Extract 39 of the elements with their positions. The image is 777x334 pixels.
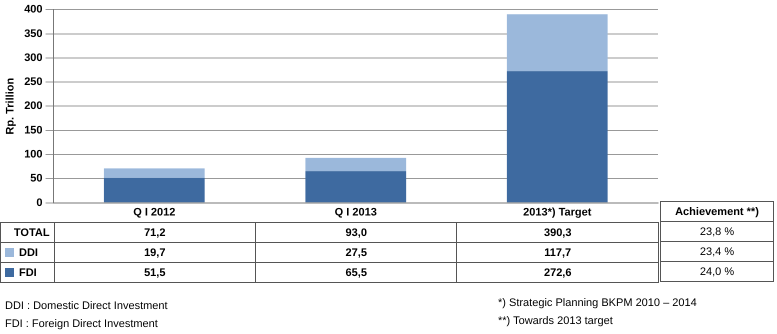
- legend-label: FDI: [19, 266, 37, 278]
- y-tick-label: 0: [36, 196, 43, 209]
- x-tick-label: 2013*) Target: [523, 206, 592, 218]
- y-tick-label: 250: [24, 76, 43, 88]
- text: 23,8 %: [660, 222, 774, 242]
- total-label: 390,3: [456, 222, 658, 242]
- y-tick-label: 150: [24, 124, 43, 136]
- bar: [305, 158, 406, 172]
- total-label: 93,0: [256, 222, 457, 242]
- bar: [305, 171, 406, 202]
- total-label: 71,2: [54, 222, 256, 242]
- y-tick-label: 350: [24, 28, 43, 40]
- text: 23,4 %: [660, 242, 774, 262]
- data-label: 19,7: [54, 242, 256, 262]
- text: 24,0 %: [660, 262, 774, 282]
- data-label: 65,5: [256, 262, 457, 282]
- x-tick-label: Q I 2013: [334, 206, 377, 218]
- y-tick-label: 300: [24, 52, 43, 64]
- bar: [104, 178, 205, 202]
- y-tick-label: 50: [30, 172, 43, 185]
- bar: [506, 71, 608, 202]
- data-label: 27,5: [256, 242, 457, 262]
- legend-label: DDI: [19, 246, 38, 258]
- text: FDI : Foreign Direct Investment: [5, 318, 158, 330]
- text: *) Strategic Planning BKPM 2010 – 2014: [498, 297, 697, 309]
- text: Achievement **): [660, 202, 774, 222]
- x-tick-label: Q I 2012: [133, 206, 176, 218]
- bar: [104, 168, 205, 178]
- data-label: 272,6: [456, 262, 658, 282]
- data-label: 51,5: [54, 262, 256, 282]
- bar: [506, 14, 608, 72]
- y-tick-label: 100: [24, 148, 43, 161]
- text: DDI : Domestic Direct Investment: [5, 300, 168, 312]
- data-label: 117,7: [456, 242, 658, 262]
- text: **) Towards 2013 target: [498, 315, 613, 327]
- y-tick-label: 200: [24, 100, 43, 112]
- text: TOTAL: [14, 226, 50, 238]
- y-tick-label: 400: [24, 4, 43, 16]
- y-axis-title: Rp. Trillion: [4, 78, 17, 135]
